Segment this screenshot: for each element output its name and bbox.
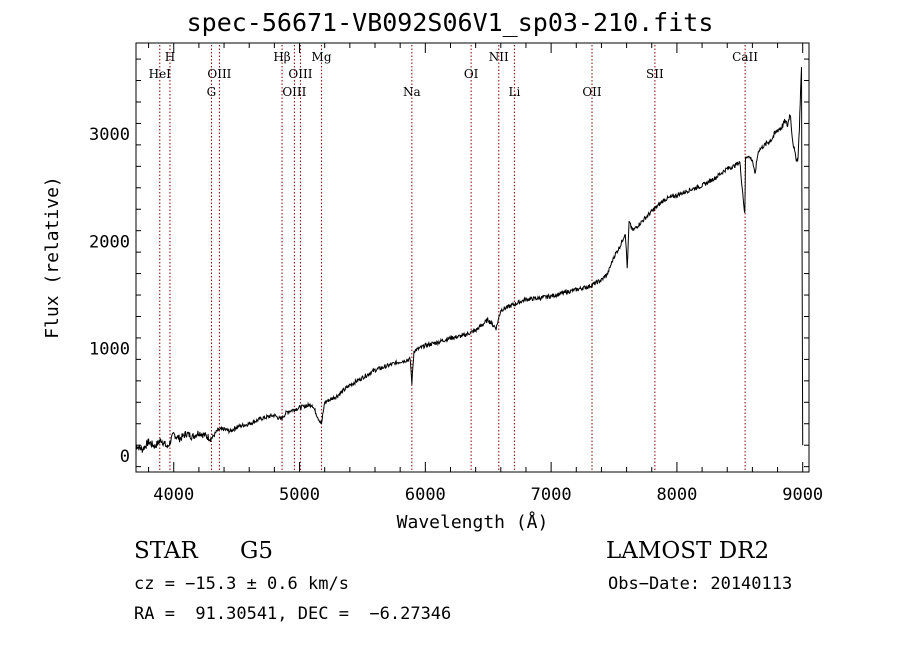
observation-date: Obs−Date: 20140113 (608, 574, 793, 594)
x-tick-label: 5000 (279, 485, 320, 505)
spectral-line-label: H (165, 50, 175, 64)
object-class: STAR (134, 538, 198, 564)
spectral-line-label: OIII (288, 67, 312, 81)
x-tick-label: 7000 (531, 485, 572, 505)
y-tick-label: 3000 (89, 125, 130, 145)
y-tick-label: 0 (120, 447, 130, 467)
y-tick-label: 1000 (89, 340, 130, 360)
y-tick-label: 2000 (89, 232, 130, 252)
spectral-line-label: SII (646, 67, 664, 81)
survey-label: LAMOST DR2 (606, 538, 770, 564)
object-subclass: G5 (240, 538, 274, 564)
spectral-line-label: Li (508, 85, 520, 99)
spectral-line-label: HeI (149, 67, 172, 81)
plot-frame (135, 42, 810, 473)
chart-title: spec-56671-VB092S06V1_sp03-210.fits (186, 8, 714, 37)
spectral-line-label: CaII (732, 50, 758, 64)
spectral-line-label: OIII (207, 67, 231, 81)
x-tick-label: 8000 (656, 485, 697, 505)
spectral-line-label: NII (489, 50, 509, 64)
x-tick-label: 9000 (782, 485, 823, 505)
spectral-line-label: Mg (312, 50, 332, 64)
x-axis-label: Wavelength (Å) (397, 511, 549, 533)
x-tick-label: 6000 (405, 485, 446, 505)
spectral-line-label: OII (582, 85, 602, 99)
spectral-line-label: Na (403, 85, 421, 99)
spectral-line-label: OIII (282, 85, 306, 99)
spectral-line-label: Hβ (273, 50, 290, 64)
sky-coordinates: RA = 91.30541, DEC = −6.27346 (134, 604, 452, 624)
spectral-line-label: G (207, 85, 217, 99)
spectral-line-label: OI (464, 67, 479, 81)
y-axis-label: Flux (relative) (42, 176, 63, 339)
x-tick-label: 4000 (153, 485, 194, 505)
redshift-velocity: cz = −15.3 ± 0.6 km/s (134, 574, 349, 594)
spectrum-line (136, 67, 804, 453)
